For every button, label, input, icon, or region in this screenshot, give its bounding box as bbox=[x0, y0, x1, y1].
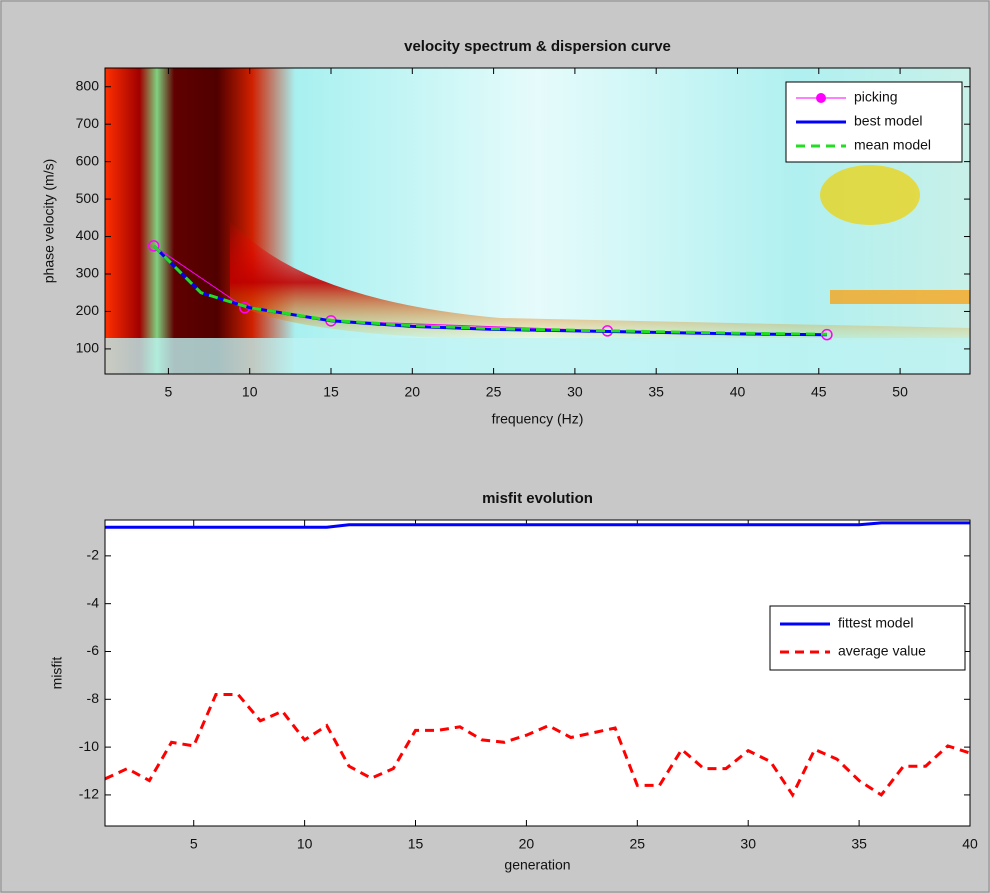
series-line bbox=[152, 244, 827, 336]
y-tick-label: 200 bbox=[76, 302, 100, 318]
y-tick-label: 600 bbox=[76, 152, 100, 168]
y-tick-label: -2 bbox=[87, 547, 100, 563]
y-axis-label: phase velocity (m/s) bbox=[41, 159, 57, 283]
y-tick-label: -10 bbox=[79, 738, 99, 754]
x-axis-label: generation bbox=[504, 857, 570, 873]
x-tick-label: 30 bbox=[740, 836, 756, 852]
x-tick-label: 40 bbox=[962, 836, 978, 852]
x-axis-label: frequency (Hz) bbox=[492, 411, 584, 427]
y-tick-label: 400 bbox=[76, 227, 100, 243]
x-tick-label: 20 bbox=[519, 836, 535, 852]
chart-title: misfit evolution bbox=[482, 490, 593, 507]
series-line bbox=[104, 693, 971, 798]
x-tick-label: 35 bbox=[648, 384, 664, 400]
x-tick-label: 10 bbox=[242, 384, 258, 400]
y-tick-label: 300 bbox=[76, 265, 100, 281]
y-tick-label: 100 bbox=[76, 340, 100, 356]
y-tick-label: 500 bbox=[76, 190, 100, 206]
y-tick-label: -4 bbox=[87, 594, 100, 610]
y-tick-label: 800 bbox=[76, 77, 100, 93]
x-tick-label: 40 bbox=[730, 384, 746, 400]
legend-label: best model bbox=[854, 113, 922, 129]
x-tick-label: 25 bbox=[486, 384, 502, 400]
x-tick-label: 45 bbox=[811, 384, 827, 400]
legend-box bbox=[769, 605, 966, 671]
legend-label: average value bbox=[838, 643, 926, 659]
y-tick-label: 700 bbox=[76, 115, 100, 131]
point-marker bbox=[148, 240, 160, 252]
x-tick-label: 50 bbox=[892, 384, 908, 400]
series-line bbox=[105, 521, 970, 529]
x-tick-label: 15 bbox=[323, 384, 339, 400]
y-tick-label: -12 bbox=[79, 786, 99, 802]
x-tick-label: 10 bbox=[297, 836, 313, 852]
chart-title: velocity spectrum & dispersion curve bbox=[404, 38, 671, 55]
axes-box bbox=[104, 519, 971, 827]
x-tick-label: 25 bbox=[630, 836, 646, 852]
x-tick-label: 30 bbox=[567, 384, 583, 400]
y-axis-label: misfit bbox=[49, 657, 65, 690]
x-tick-label: 15 bbox=[408, 836, 424, 852]
x-tick-label: 5 bbox=[190, 836, 198, 852]
x-tick-label: 5 bbox=[165, 384, 173, 400]
plot-area bbox=[105, 520, 970, 826]
x-tick-label: 20 bbox=[405, 384, 421, 400]
legend-label: mean model bbox=[854, 137, 931, 153]
axes-box bbox=[104, 67, 971, 375]
legend-marker bbox=[816, 93, 826, 103]
y-tick-label: -8 bbox=[87, 690, 100, 706]
spectrum-background bbox=[105, 68, 970, 374]
legend-label: picking bbox=[854, 89, 898, 105]
y-tick-label: -6 bbox=[87, 642, 100, 658]
x-tick-label: 35 bbox=[851, 836, 867, 852]
legend-label: fittest model bbox=[838, 615, 913, 631]
